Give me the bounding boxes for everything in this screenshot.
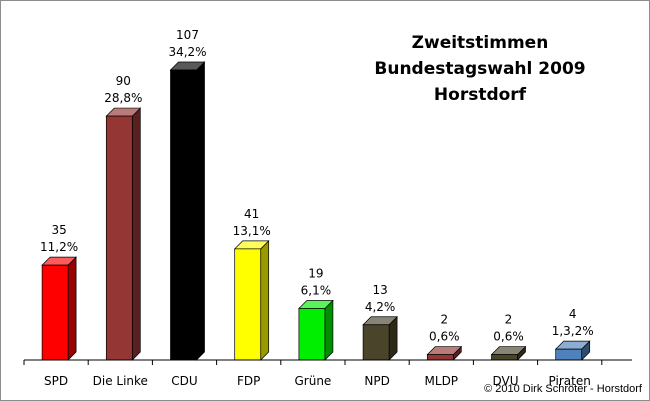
bar-fdp	[233, 240, 270, 361]
chart-title: Zweitstimmen Bundestagswahl 2009 Horstdo…	[360, 30, 600, 108]
x-tick-label-spd: SPD	[44, 374, 68, 388]
x-tick-label-die-linke: Die Linke	[93, 374, 148, 388]
bar-side-face	[196, 61, 205, 361]
bar-die-linke	[105, 107, 142, 361]
data-label-percent: 13,1%	[233, 224, 271, 238]
x-tick-label-fdp: FDP	[237, 374, 260, 388]
data-label-percent: 34,2%	[168, 45, 206, 59]
bar-front-face	[491, 354, 518, 361]
bar-front-face	[234, 248, 262, 361]
chart-title-line-3: Horstdorf	[433, 85, 527, 105]
data-label-count: 13	[372, 283, 387, 297]
bar-grüne	[298, 299, 334, 361]
x-axis-labels: SPD Die Linke CDU FDP Grüne NPD MLDP DVU Piraten	[44, 374, 591, 388]
data-label-count: 2	[440, 313, 448, 327]
x-tick-label-grüne: Grüne	[294, 374, 331, 388]
data-label-count: 35	[51, 223, 66, 237]
copyright-notice: © 2010 Dirk Schröter - Horstdorf	[484, 383, 642, 395]
data-labels: 35 11,2% 90 28,8% 107 34,2% 41 13,1% 19 6,1% 13 4,2…	[40, 28, 594, 344]
data-label-percent: 1,3,2%	[552, 324, 594, 338]
bar-side-face	[324, 299, 334, 361]
chart-title-line-1: Zweitstimmen	[411, 33, 549, 53]
x-tick-label-dvu: DVU	[492, 374, 518, 388]
bar-spd	[41, 256, 77, 361]
data-label-percent: 4,2%	[365, 300, 396, 314]
data-label-count: 2	[505, 313, 513, 327]
bar-npd	[362, 315, 398, 361]
data-label-count: 19	[308, 267, 323, 281]
chart-title-line-2: Bundestagswahl 2009	[374, 59, 586, 79]
bar-series	[41, 61, 591, 361]
bar-front-face	[170, 69, 197, 361]
x-axis-ticks	[23, 360, 603, 365]
bar-dvu	[490, 345, 527, 361]
x-tick-label-piraten: Piraten	[549, 374, 591, 388]
data-label-percent: 0,6%	[493, 330, 524, 344]
data-label-count: 107	[176, 28, 199, 42]
bar-side-face	[260, 240, 270, 361]
bar-front-face	[41, 264, 69, 361]
data-label-count: 90	[116, 74, 131, 88]
x-tick-label-cdu: CDU	[171, 374, 197, 388]
bar-front-face	[105, 115, 133, 361]
data-label-count: 4	[569, 307, 577, 321]
bar-front-face	[555, 348, 583, 361]
bar-side-face	[67, 256, 77, 361]
data-label-percent: 11,2%	[40, 240, 78, 254]
x-tick-label-mldp: MLDP	[425, 374, 459, 388]
bar-front-face	[426, 354, 454, 361]
bar-piraten	[554, 340, 591, 361]
bar-cdu	[169, 61, 206, 361]
x-tick-label-npd: NPD	[364, 374, 389, 388]
bar-mldp	[426, 345, 463, 361]
bar-side-face	[131, 107, 141, 361]
bar-front-face	[298, 308, 326, 361]
bar-front-face	[362, 324, 390, 361]
data-label-count: 41	[244, 207, 259, 221]
data-label-percent: 0,6%	[429, 330, 460, 344]
data-label-percent: 28,8%	[104, 91, 142, 105]
data-label-percent: 6,1%	[301, 284, 332, 298]
